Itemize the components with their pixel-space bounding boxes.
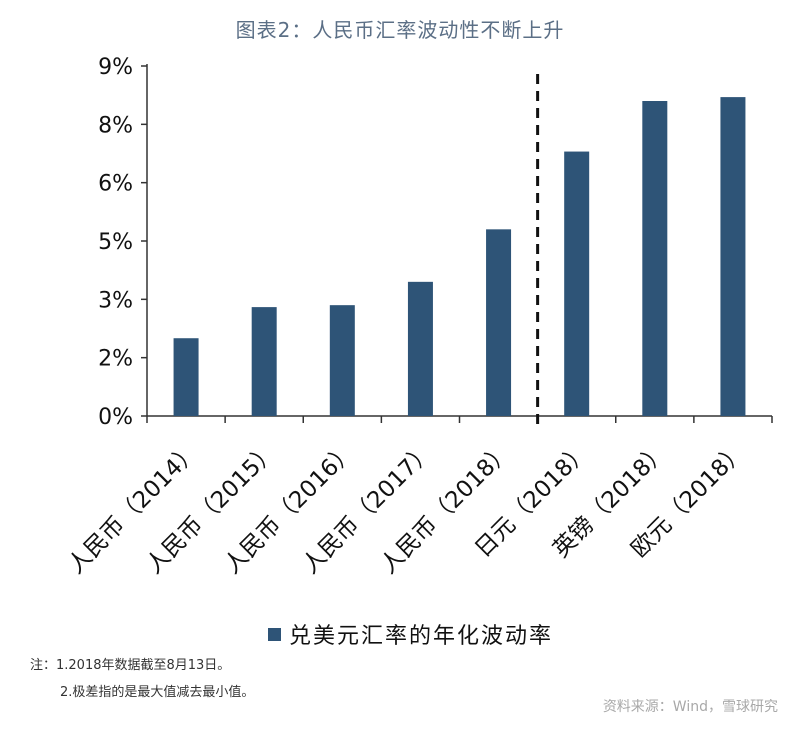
bar [642, 101, 668, 416]
y-tick-label: 0% [98, 405, 133, 430]
x-tick-label: 人民币（2017） [298, 438, 439, 579]
y-tick-label: 8% [98, 113, 133, 138]
note-2: 2.极差指的是最大值减去最小值。 [60, 685, 255, 700]
bar [407, 281, 433, 416]
legend-swatch [268, 627, 281, 641]
y-tick-label: 9% [98, 55, 133, 80]
y-tick-label: 6% [98, 172, 133, 197]
x-tick-label: 人民币（2016） [219, 438, 360, 579]
bar [486, 229, 512, 416]
bar [251, 307, 277, 416]
bar [329, 305, 355, 416]
y-tick-label: 3% [98, 288, 133, 313]
x-tick-label: 人民币（2015） [141, 438, 282, 579]
legend-label: 兑美元汇率的年化波动率 [289, 624, 554, 649]
y-tick-label: 5% [98, 230, 133, 255]
watermark: 资料来源：Wind，雪球研究 [602, 699, 778, 715]
bar [720, 97, 746, 416]
y-tick-label: 2% [98, 347, 133, 372]
chart-title: 图表2：人民币汇率波动性不断上升 [235, 18, 565, 42]
legend: 兑美元汇率的年化波动率 [268, 618, 553, 650]
bar [173, 338, 199, 416]
x-tick-label: 人民币（2014） [63, 438, 204, 579]
note-1: 注：1.2018年数据截至8月13日。 [30, 658, 231, 673]
bar [564, 151, 590, 417]
notes: 注：1.2018年数据截至8月13日。 2.极差指的是最大值减去最小值。 [30, 652, 254, 706]
x-tick-label: 人民币（2018） [376, 438, 517, 579]
